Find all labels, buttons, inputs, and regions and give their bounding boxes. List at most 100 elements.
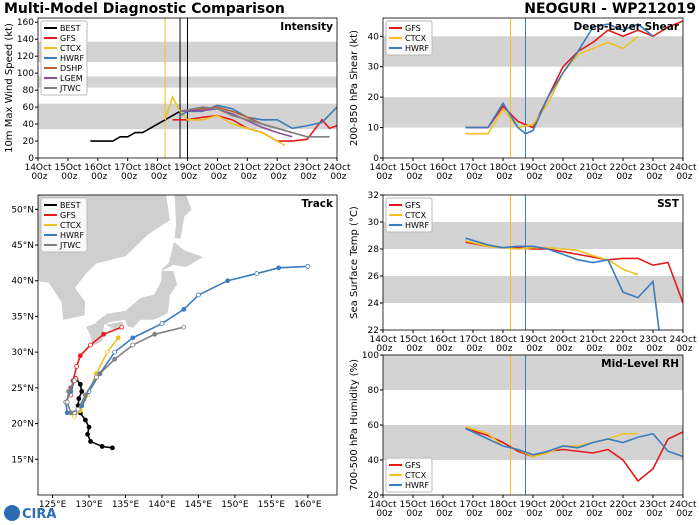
x-tick-label: 15Oct 00z (54, 163, 81, 182)
y-axis-label: 10m Max Wind Speed (kt) (4, 23, 15, 153)
track-point (74, 364, 80, 369)
band (383, 222, 683, 249)
legend-label: HWRF (405, 481, 429, 490)
track-point (85, 431, 90, 437)
y-tick-label: 20 (368, 491, 380, 501)
x-tick-label: 19Oct 00z (174, 163, 201, 182)
y-tick-label: 15°N (11, 455, 34, 465)
y-tick-label: 22 (368, 326, 379, 336)
x-tick-label: 15Oct 00z (399, 335, 426, 354)
x-tick-label: 14Oct 00z (369, 163, 396, 182)
x-tick-label: 24Oct 00z (669, 335, 696, 354)
x-tick-label: 23Oct 00z (639, 335, 666, 354)
x-tick-label: 20Oct 00z (549, 335, 576, 354)
track-point (152, 331, 158, 337)
x-tick-label: 160°E (294, 500, 322, 510)
track-point (181, 306, 187, 312)
x-tick-label: 16Oct 00z (429, 500, 456, 519)
x-tick-label: 20Oct 00z (549, 500, 576, 519)
logo-text: CIRA (22, 507, 56, 522)
y-tick-label: 60 (23, 103, 35, 113)
x-tick-label: 150°E (221, 500, 249, 510)
y-tick-label: 26 (368, 272, 380, 282)
track-point (86, 424, 92, 430)
series-line (465, 427, 683, 458)
track-point (181, 324, 187, 330)
track-point (77, 353, 83, 359)
y-tick-label: 30 (368, 218, 380, 228)
y-tick-label: 32 (368, 191, 379, 201)
x-tick-label: 16Oct 00z (84, 163, 111, 182)
y-tick-label: 0 (373, 154, 379, 164)
x-tick-label: 19Oct 00z (519, 500, 546, 519)
land (95, 270, 178, 328)
track-point (276, 265, 282, 271)
x-tick-label: 14Oct 00z (369, 335, 396, 354)
legend-label: GFS (60, 34, 76, 43)
y-tick-label: 40 (368, 456, 380, 466)
x-tick-label: 19Oct 00z (519, 163, 546, 182)
track-point (159, 321, 165, 326)
x-tick-label: 18Oct 00z (144, 163, 171, 182)
x-tick-label: 145°E (185, 500, 213, 510)
x-tick-label: 23Oct 00z (639, 163, 666, 182)
y-tick-label: 160 (17, 18, 34, 28)
series-line (164, 94, 286, 146)
legend-label: JTWC (59, 241, 81, 250)
legend-label: HWRF (405, 44, 429, 53)
y-tick-label: 60 (368, 421, 380, 431)
x-tick-label: 21Oct 00z (579, 500, 606, 519)
panel: 125°E 130°E 135°E 140°E 145°E 150°E 155°E 160°E… (11, 194, 338, 510)
track-point (225, 278, 231, 284)
x-tick-label: 155°E (258, 500, 286, 510)
legend-label: BEST (60, 24, 81, 33)
panel-title: Track (302, 198, 334, 210)
track-point (75, 406, 81, 412)
legend-box (40, 20, 88, 96)
track-point (130, 335, 136, 341)
y-axis-label: 700-500 hPa Humidity (%) (349, 359, 360, 491)
x-tick-label: 140°E (148, 500, 176, 510)
track-point (66, 389, 72, 394)
legend-box (40, 197, 88, 253)
legend-label: CTCX (60, 44, 82, 53)
x-tick-label: 24Oct 00z (669, 500, 696, 519)
plot-area (38, 18, 337, 158)
band (383, 355, 683, 390)
series-line (465, 427, 683, 483)
legend-box (385, 457, 433, 493)
y-tick-label: 30°N (11, 348, 34, 358)
land (161, 241, 204, 271)
x-tick-label: 18Oct 00z (489, 163, 516, 182)
track-point (130, 342, 136, 348)
x-tick-label: 15Oct 00z (399, 163, 426, 182)
track-point (64, 399, 70, 405)
track-point (99, 444, 105, 449)
legend-label: CTCX (405, 211, 427, 220)
track-point (196, 292, 201, 298)
x-tick-label: 22Oct 00z (609, 163, 636, 182)
legend-box (385, 20, 433, 56)
series-line (465, 237, 660, 330)
y-tick-label: 20 (368, 93, 380, 103)
legend-label: CTCX (405, 34, 427, 43)
y-tick-label: 45°N (11, 241, 34, 251)
series-line (179, 106, 330, 138)
track-point (101, 331, 107, 337)
y-tick-label: 30 (368, 63, 380, 73)
x-tick-label: 20Oct 00z (204, 163, 231, 182)
x-tick-label: 135°E (112, 500, 140, 510)
x-tick-label: 125°E (39, 500, 67, 510)
legend-label: GFS (405, 461, 421, 470)
page-title: Multi-Model Diagnostic Comparison (4, 1, 285, 17)
legend-label: CTCX (405, 471, 427, 480)
x-tick-label: 24Oct 00z (323, 163, 350, 182)
plot-area (383, 355, 683, 495)
y-tick-label: 50°N (11, 205, 34, 215)
x-tick-label: 22Oct 00z (609, 335, 636, 354)
